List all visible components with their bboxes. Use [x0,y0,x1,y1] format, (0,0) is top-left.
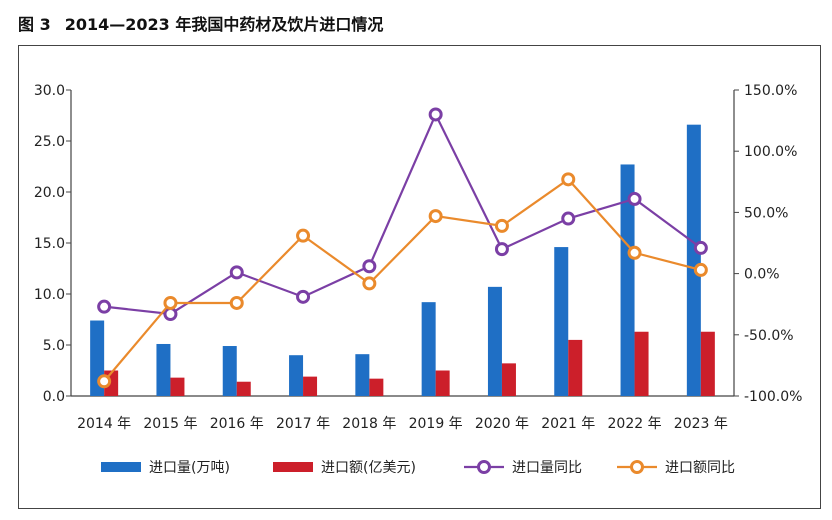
bar-import-value [501,363,516,396]
legend-marker [477,460,491,474]
figure-title-text: 2014—2023 年我国中药材及饮片进口情况 [64,15,384,34]
bar-import-volume [487,286,502,396]
legend-swatch [101,462,141,472]
bar-import-value [700,331,715,396]
chart-frame: 0.0 5.0 10.0 15.0 20.0 25.0 30.0 -100.0% -50.0% 0… [18,45,821,509]
bar-import-volume [421,302,436,396]
point-volume-yoy [428,107,443,122]
x-tick-label: 2014 年 [77,416,131,432]
bar-import-value [435,370,450,396]
x-tick-label: 2016 年 [210,416,264,432]
legend-label: 进口量(万吨) [149,460,230,476]
bar-import-volume [620,164,635,396]
point-value-yoy [494,218,509,233]
point-value-yoy [296,228,311,243]
x-tick-label: 2018 年 [342,416,396,432]
bar-import-value [634,331,649,396]
bar-import-value [236,381,251,396]
figure-number: 图 3 [18,15,51,34]
x-tick-label: 2021 年 [541,416,595,432]
chart-area: 0.0 5.0 10.0 15.0 20.0 25.0 30.0 -100.0% -50.0% 0… [34,83,803,476]
right-tick-label: 100.0% [744,144,797,160]
bar-import-value [170,377,185,396]
left-tick-label: 20.0 [34,185,65,201]
legend-label: 进口额(亿美元) [321,460,416,476]
left-tick-label: 25.0 [34,134,65,150]
point-volume-yoy [693,240,708,255]
x-tick-label: 2015 年 [143,416,197,432]
x-tick-label: 2019 年 [409,416,463,432]
point-volume-yoy [561,211,576,226]
chart-bars [90,124,715,397]
point-value-yoy [428,209,443,224]
left-tick-label: 15.0 [34,236,65,252]
point-volume-yoy [296,289,311,304]
chart-axes: 0.0 5.0 10.0 15.0 20.0 25.0 30.0 -100.0% -50.0% 0… [34,83,803,432]
right-tick-label: -50.0% [744,328,794,344]
point-volume-yoy [163,306,178,321]
point-value-yoy [561,172,576,187]
right-tick-label: 50.0% [744,205,788,221]
point-value-yoy [97,374,112,389]
figure-title: 图 3 2014—2023 年我国中药材及饮片进口情况 [18,11,383,35]
point-volume-yoy [494,242,509,257]
left-tick-label: 5.0 [43,338,65,354]
x-tick-label: 2023 年 [674,416,728,432]
bar-import-volume [686,124,701,397]
line-volume-yoy [104,111,702,316]
x-tick-label: 2020 年 [475,416,529,432]
point-volume-yoy [362,259,377,274]
point-volume-yoy [627,191,642,206]
point-value-yoy [229,295,244,310]
bar-import-value [369,378,384,396]
bar-import-volume [289,355,304,396]
point-value-yoy [163,295,178,310]
chart-lines [97,107,708,389]
chart-legend: 进口量(万吨) 进口额(亿美元) 进口量同比 进口额同比 [101,460,735,476]
bar-import-volume [156,343,171,396]
point-value-yoy [627,245,642,260]
line-value-yoy [103,177,702,383]
x-tick-label: 2022 年 [608,416,662,432]
point-volume-yoy [97,299,112,314]
legend-marker [630,460,644,474]
point-value-yoy [693,262,708,277]
bar-import-value [568,339,583,396]
bar-import-volume [222,346,237,396]
bar-import-volume [554,247,569,396]
legend-label: 进口量同比 [512,460,582,476]
legend-swatch [273,462,313,472]
x-tick-label: 2017 年 [276,416,330,432]
legend-label: 进口额同比 [665,460,735,476]
right-tick-label: 150.0% [744,83,797,99]
right-tick-label: 0.0% [744,267,780,283]
bar-import-volume [355,354,370,396]
point-volume-yoy [229,265,244,280]
point-value-yoy [362,276,377,291]
left-tick-label: 30.0 [34,83,65,99]
left-tick-label: 10.0 [34,287,65,303]
left-tick-label: 0.0 [43,389,65,405]
bar-import-value [303,376,318,396]
right-tick-label: -100.0% [744,389,802,405]
